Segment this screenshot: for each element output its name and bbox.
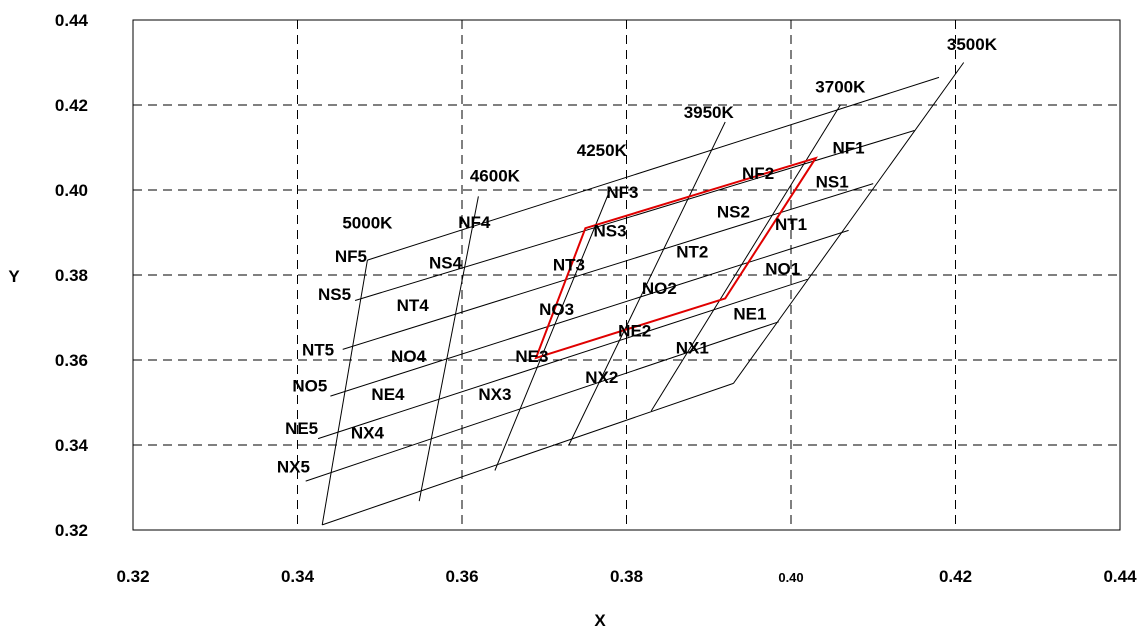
duv-line [354, 130, 915, 301]
cell-label: NT4 [397, 296, 430, 315]
x-tick-label: 0.34 [281, 567, 315, 586]
y-tick-label: 0.32 [55, 521, 88, 540]
cell-label: NX4 [351, 423, 385, 442]
cell-label: NX2 [585, 368, 618, 387]
x-tick-label: 0.44 [1103, 567, 1137, 586]
duv-line [367, 76, 940, 261]
cell-label: NS5 [318, 285, 351, 304]
duv-line [317, 278, 808, 440]
cell-label: NF1 [833, 139, 865, 158]
chromaticity-grid-lines [305, 62, 965, 526]
cct-label: 3950K [684, 103, 735, 122]
axis-ticks: 0.32 0.34 0.36 0.38 0.40 0.42 0.44 0.32 0.34 0.36… [55, 11, 1137, 586]
cell-label: NE3 [515, 347, 548, 366]
isotemperature-line [650, 104, 841, 412]
cell-label: NT2 [676, 243, 708, 262]
y-tick-label: 0.34 [55, 436, 89, 455]
cct-label: 4250K [577, 141, 628, 160]
y-tick-label: 0.36 [55, 351, 88, 370]
x-tick-label: 0.32 [116, 567, 149, 586]
cell-label: NT3 [553, 255, 585, 274]
x-tick-label: 0.40 [778, 570, 803, 585]
cct-label: 3700K [815, 77, 866, 96]
cell-label: NF5 [335, 247, 367, 266]
cell-labels: 5000K 4600K 4250K 3950K 3700K 3500K NF1 NS1 NT1 N… [277, 35, 998, 477]
cell-label: NF3 [606, 183, 638, 202]
x-tick-label: 0.38 [610, 567, 643, 586]
cell-label: NX1 [676, 338, 709, 357]
isotemperature-line [732, 62, 965, 384]
isotemperature-line [568, 121, 726, 446]
cell-label: NO2 [642, 279, 677, 298]
y-tick-label: 0.44 [55, 11, 89, 30]
isotemperature-line [321, 260, 368, 525]
cell-label: NS3 [594, 221, 627, 240]
cell-label: NX3 [478, 385, 511, 404]
cct-label: 4600K [470, 167, 521, 186]
cct-label: 3500K [947, 35, 998, 54]
x-tick-label: 0.42 [939, 567, 972, 586]
duv-line [342, 183, 874, 350]
cell-label: NT1 [775, 215, 807, 234]
duv-line [322, 382, 734, 526]
cell-label: NT5 [302, 340, 334, 359]
cell-label: NS1 [816, 173, 849, 192]
cell-label: NX5 [277, 457, 310, 476]
cell-label: NE1 [733, 304, 766, 323]
cell-label: NE5 [285, 419, 318, 438]
cell-label: NO1 [765, 260, 800, 279]
y-tick-label: 0.42 [55, 96, 88, 115]
cell-label: NF4 [458, 213, 491, 232]
cell-label: NO5 [292, 377, 327, 396]
isotemperature-line [418, 196, 479, 502]
y-axis-title: Y [8, 267, 20, 286]
target-region [534, 156, 819, 360]
cell-label: NS2 [717, 202, 750, 221]
cell-label: NO3 [539, 300, 574, 319]
cell-label: NE4 [371, 385, 405, 404]
duv-line [305, 321, 779, 482]
cell-label: NO4 [391, 347, 427, 366]
isotemperature-line [494, 189, 611, 471]
y-tick-label: 0.40 [55, 181, 88, 200]
cell-label: NS4 [429, 253, 463, 272]
cct-label: 5000K [342, 213, 393, 232]
duv-line [330, 229, 849, 397]
x-axis-title: X [594, 611, 606, 630]
grid-layer [132, 19, 1121, 531]
cell-label: NF2 [742, 164, 774, 183]
y-tick-label: 0.38 [55, 266, 88, 285]
cell-label: NE2 [618, 321, 651, 340]
target-quadrangle [534, 156, 819, 360]
x-tick-label: 0.36 [445, 567, 478, 586]
